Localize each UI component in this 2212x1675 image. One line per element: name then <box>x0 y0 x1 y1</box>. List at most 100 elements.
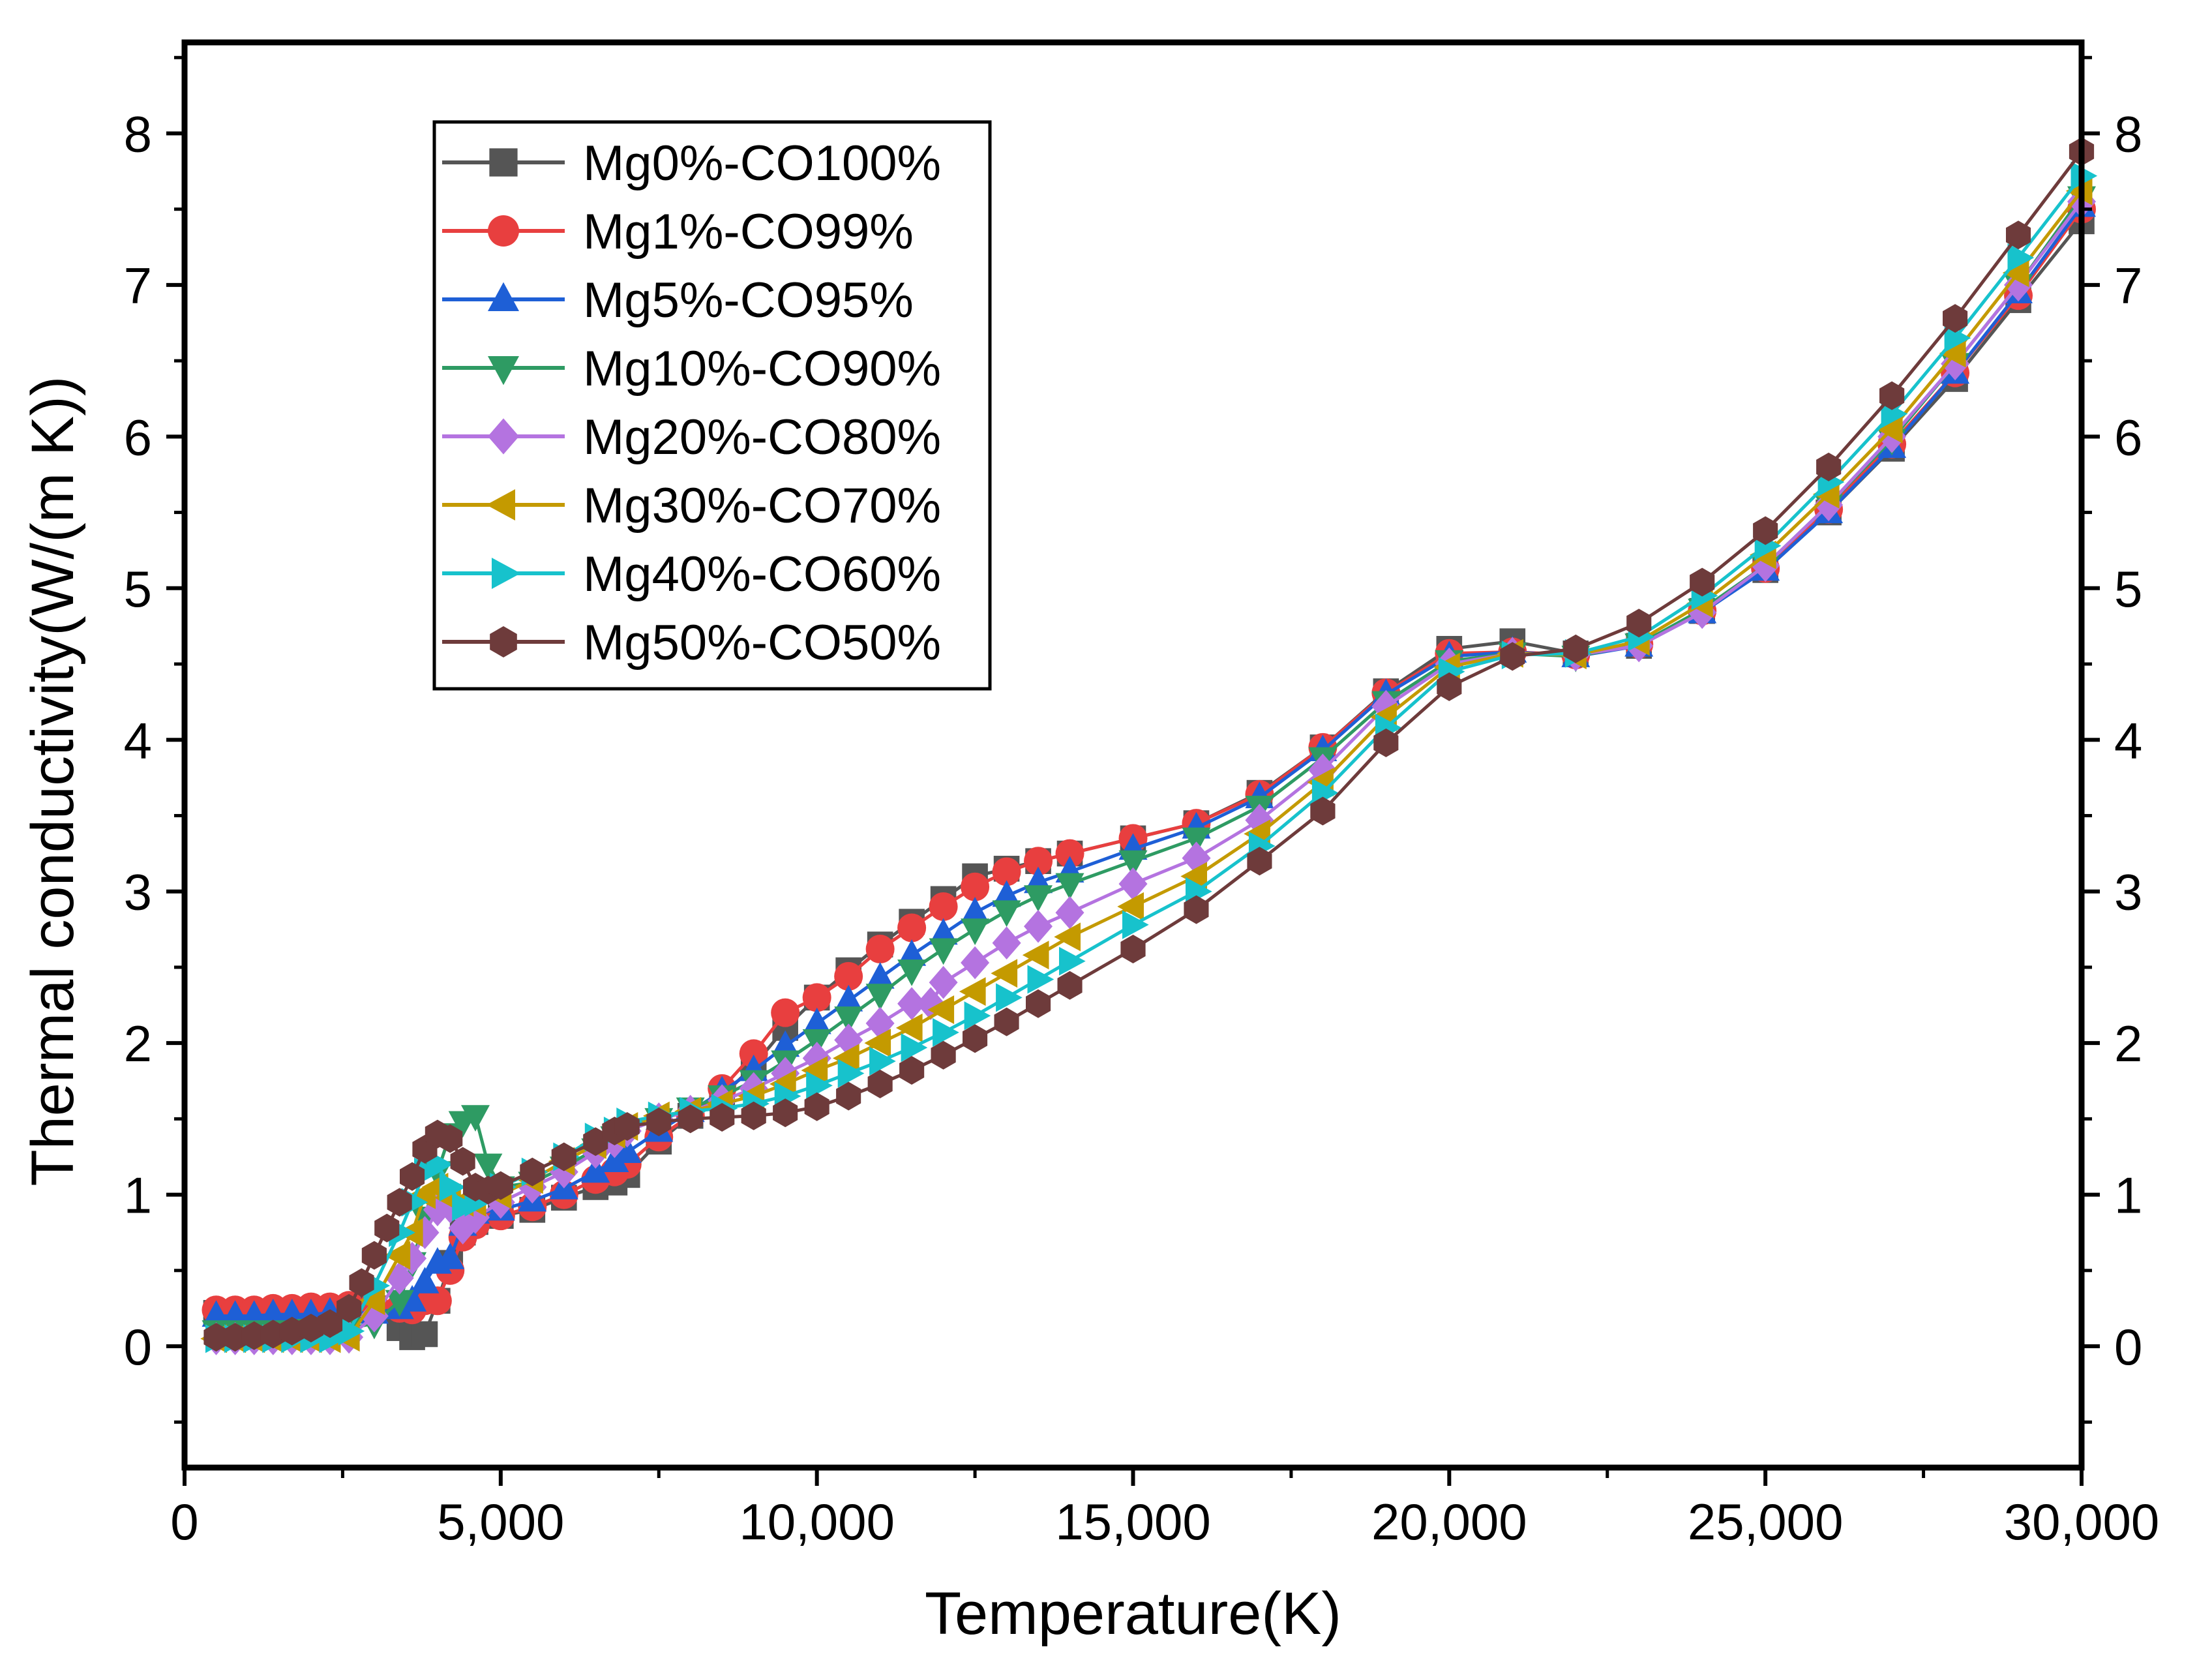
data-point <box>1310 796 1336 826</box>
data-point <box>581 1156 610 1183</box>
data-point <box>438 1124 463 1153</box>
data-point <box>361 1241 387 1270</box>
data-point <box>771 998 800 1027</box>
data-point <box>383 1241 411 1270</box>
legend-marker <box>488 215 519 247</box>
legend-marker <box>488 282 519 311</box>
legend-label: Mg20%-CO80% <box>583 410 941 465</box>
data-point <box>279 1316 305 1346</box>
y-tick-label-left: 6 <box>124 408 152 466</box>
data-point <box>241 1321 267 1350</box>
data-point <box>1879 381 1905 410</box>
legend-label: Mg1%-CO99% <box>583 204 914 260</box>
data-point <box>2007 243 2035 273</box>
legend-label: Mg50%-CO50% <box>583 615 941 671</box>
data-point <box>600 1145 629 1172</box>
data-point <box>836 1081 861 1111</box>
data-point <box>897 987 927 1020</box>
data-point <box>1563 634 1589 663</box>
data-point <box>1118 850 1148 877</box>
data-point <box>374 1213 400 1243</box>
data-point <box>834 1006 863 1033</box>
data-point <box>1122 910 1149 939</box>
data-point <box>929 965 958 999</box>
data-point <box>298 1314 323 1343</box>
y-tick-label-right: 7 <box>2114 257 2142 314</box>
y-tick-label-right: 8 <box>2114 105 2142 162</box>
legend-marker <box>490 626 517 657</box>
data-point <box>741 1101 766 1130</box>
data-point <box>2002 258 2029 288</box>
legend-label: Mg5%-CO95% <box>583 273 914 328</box>
legend-item: Mg5%-CO95% <box>442 273 914 328</box>
legend-item: Mg40%-CO60% <box>442 547 941 602</box>
data-point <box>897 913 927 943</box>
data-point <box>897 939 927 966</box>
axes-layer: 0 5,000 10,000 15,000 20,000 25,000 30,000 0 0 1 1… <box>124 55 2159 1550</box>
data-point <box>614 1112 640 1141</box>
x-tick-label: 5,000 <box>437 1493 564 1550</box>
data-point <box>865 935 895 964</box>
data-point <box>802 983 831 1012</box>
data-point <box>739 1039 768 1068</box>
data-point <box>1024 847 1053 876</box>
data-point <box>865 962 895 989</box>
data-point <box>1814 488 1844 522</box>
data-point <box>1753 516 1778 545</box>
data-point <box>203 1323 229 1352</box>
data-point <box>450 1147 475 1176</box>
data-point <box>488 1171 513 1200</box>
data-point <box>869 1047 896 1076</box>
data-point <box>1057 971 1083 1000</box>
data-point <box>897 959 927 986</box>
data-point <box>933 1018 959 1047</box>
data-point <box>1059 946 1086 976</box>
legend-label: Mg30%-CO70% <box>583 478 941 534</box>
y-tick-label-left: 5 <box>124 560 152 618</box>
data-point <box>804 1092 830 1121</box>
x-tick-label: 0 <box>170 1493 198 1550</box>
data-point <box>387 1188 412 1217</box>
data-point <box>931 1040 956 1070</box>
legend-item: Mg1%-CO99% <box>442 204 914 260</box>
data-point <box>202 1300 231 1327</box>
data-point <box>1055 873 1084 900</box>
data-point <box>992 900 1021 928</box>
data-point <box>612 1136 642 1163</box>
data-point <box>358 1286 385 1316</box>
y-tick-label-left: 7 <box>124 257 152 314</box>
data-point <box>436 1243 465 1269</box>
y-tick-label-left: 8 <box>124 105 152 162</box>
data-point <box>1054 922 1081 952</box>
legend-item: Mg20%-CO80% <box>442 410 941 465</box>
data-point <box>963 1024 988 1053</box>
legend-box <box>432 120 992 691</box>
data-point <box>410 1267 440 1293</box>
series-8 <box>203 137 2095 1352</box>
data-point <box>1944 324 1971 353</box>
data-point <box>1500 642 1525 671</box>
legend-item: Mg50%-CO50% <box>442 615 941 671</box>
data-point <box>867 1069 893 1098</box>
data-point <box>806 1071 833 1100</box>
data-point <box>583 1127 608 1156</box>
data-point <box>1373 728 1399 757</box>
x-tick-label: 10,000 <box>739 1493 895 1550</box>
data-point <box>864 1029 891 1058</box>
data-point <box>929 938 958 965</box>
legend-marker <box>489 148 518 177</box>
data-point <box>1026 989 1051 1018</box>
data-point <box>959 977 986 1006</box>
data-point <box>473 1153 503 1181</box>
data-point <box>964 1001 991 1031</box>
data-point <box>927 995 955 1024</box>
data-point <box>834 961 863 991</box>
data-point <box>994 1007 1019 1036</box>
data-point <box>385 1290 414 1317</box>
data-point <box>1688 596 1717 629</box>
x-tick-label: 25,000 <box>1688 1493 1844 1550</box>
data-point <box>992 926 1021 959</box>
data-point <box>1055 896 1084 929</box>
data-point <box>336 1293 362 1323</box>
data-point <box>423 1286 452 1316</box>
